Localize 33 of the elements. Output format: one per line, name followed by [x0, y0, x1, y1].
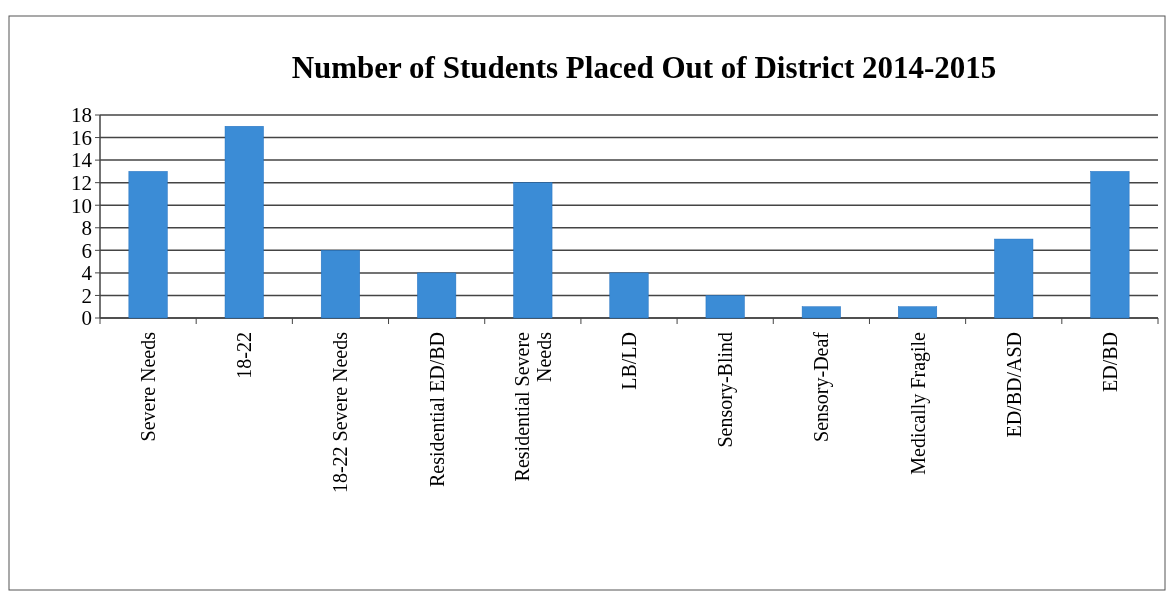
bar: [898, 306, 938, 319]
x-tick-label: Sensory-Deaf: [810, 331, 834, 442]
bar: [609, 272, 649, 319]
y-tick-label: 6: [81, 238, 92, 263]
chart-title: Number of Students Placed Out of District 2014-2015: [291, 50, 997, 85]
x-tick-label: 18-22 Severe Needs: [329, 331, 352, 494]
y-tick-label: 12: [71, 171, 92, 196]
y-tick-label: 18: [71, 103, 92, 128]
x-tick-label: Severe Needs: [137, 331, 160, 442]
x-tick-label: ED/BD/ASD: [1002, 332, 1025, 438]
y-tick-label: 8: [81, 216, 92, 241]
bar: [128, 171, 168, 319]
x-tick-label: LB/LD: [618, 332, 640, 390]
y-tick-label: 10: [71, 193, 92, 218]
bar: [994, 238, 1034, 319]
y-tick-label: 4: [81, 261, 93, 286]
bar: [417, 272, 457, 319]
bar: [801, 306, 841, 319]
x-tick-label: Sensory-Blind: [714, 332, 738, 448]
bar: [320, 250, 360, 319]
x-tick-label: Residential ED/BD: [425, 332, 448, 487]
x-tick-label: Residential Severe Needs: [510, 331, 555, 482]
y-tick-label: 0: [81, 306, 92, 331]
bar: [224, 126, 264, 319]
x-tick-label: ED/BD: [1098, 332, 1121, 392]
y-tick-label: 16: [71, 125, 92, 150]
y-tick-label: 14: [71, 148, 93, 173]
y-tick-label: 2: [81, 283, 92, 308]
bar: [513, 182, 553, 319]
x-tick-label: 18-22: [233, 332, 256, 379]
x-tick-label: Medically Fragile: [906, 331, 930, 475]
bar: [705, 295, 745, 319]
bar: [1090, 171, 1130, 319]
